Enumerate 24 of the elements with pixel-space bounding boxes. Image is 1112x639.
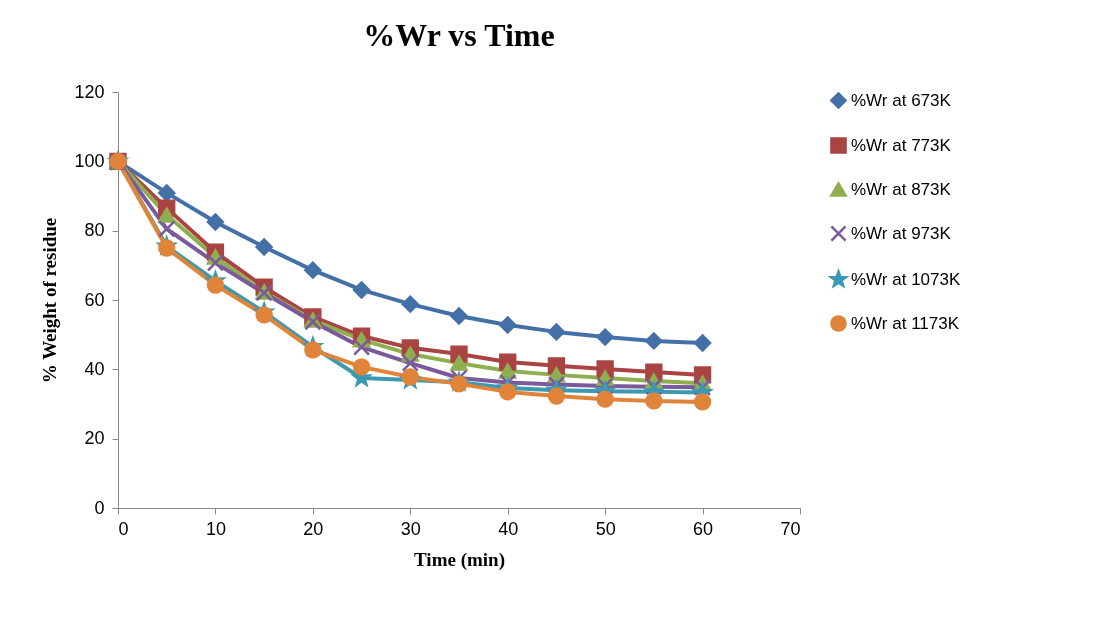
- y-tick-label: 0: [94, 497, 105, 518]
- x-tick-label: 10: [205, 518, 226, 539]
- x-tick-label: 30: [400, 518, 421, 539]
- x-tick-label: 50: [595, 518, 616, 539]
- legend-label: %Wr at 773K: [851, 135, 952, 155]
- y-tick-label: 80: [84, 220, 105, 241]
- x-tick-label: 40: [498, 518, 519, 539]
- legend-label: %Wr at 873K: [851, 179, 952, 199]
- legend-label: %Wr at 1073K: [851, 269, 961, 289]
- x-tick-label: 20: [303, 518, 324, 539]
- y-tick-label: 60: [84, 289, 105, 310]
- x-tick-label: 0: [118, 518, 129, 539]
- y-axis-title: % Weight of residue: [39, 217, 61, 384]
- legend-label: %Wr at 673K: [851, 90, 952, 110]
- y-tick-label: 120: [74, 81, 105, 102]
- x-axis-title: Time (min): [414, 548, 505, 571]
- chart-title: %Wr vs Time: [363, 17, 555, 53]
- y-tick-label: 20: [84, 428, 105, 449]
- legend-label: %Wr at 1173K: [851, 313, 960, 333]
- x-tick-label: 60: [693, 518, 714, 539]
- x-tick-label: 70: [780, 518, 801, 539]
- y-tick-label: 100: [74, 150, 105, 171]
- y-tick-label: 40: [84, 358, 105, 379]
- legend-label: %Wr at 973K: [851, 223, 952, 243]
